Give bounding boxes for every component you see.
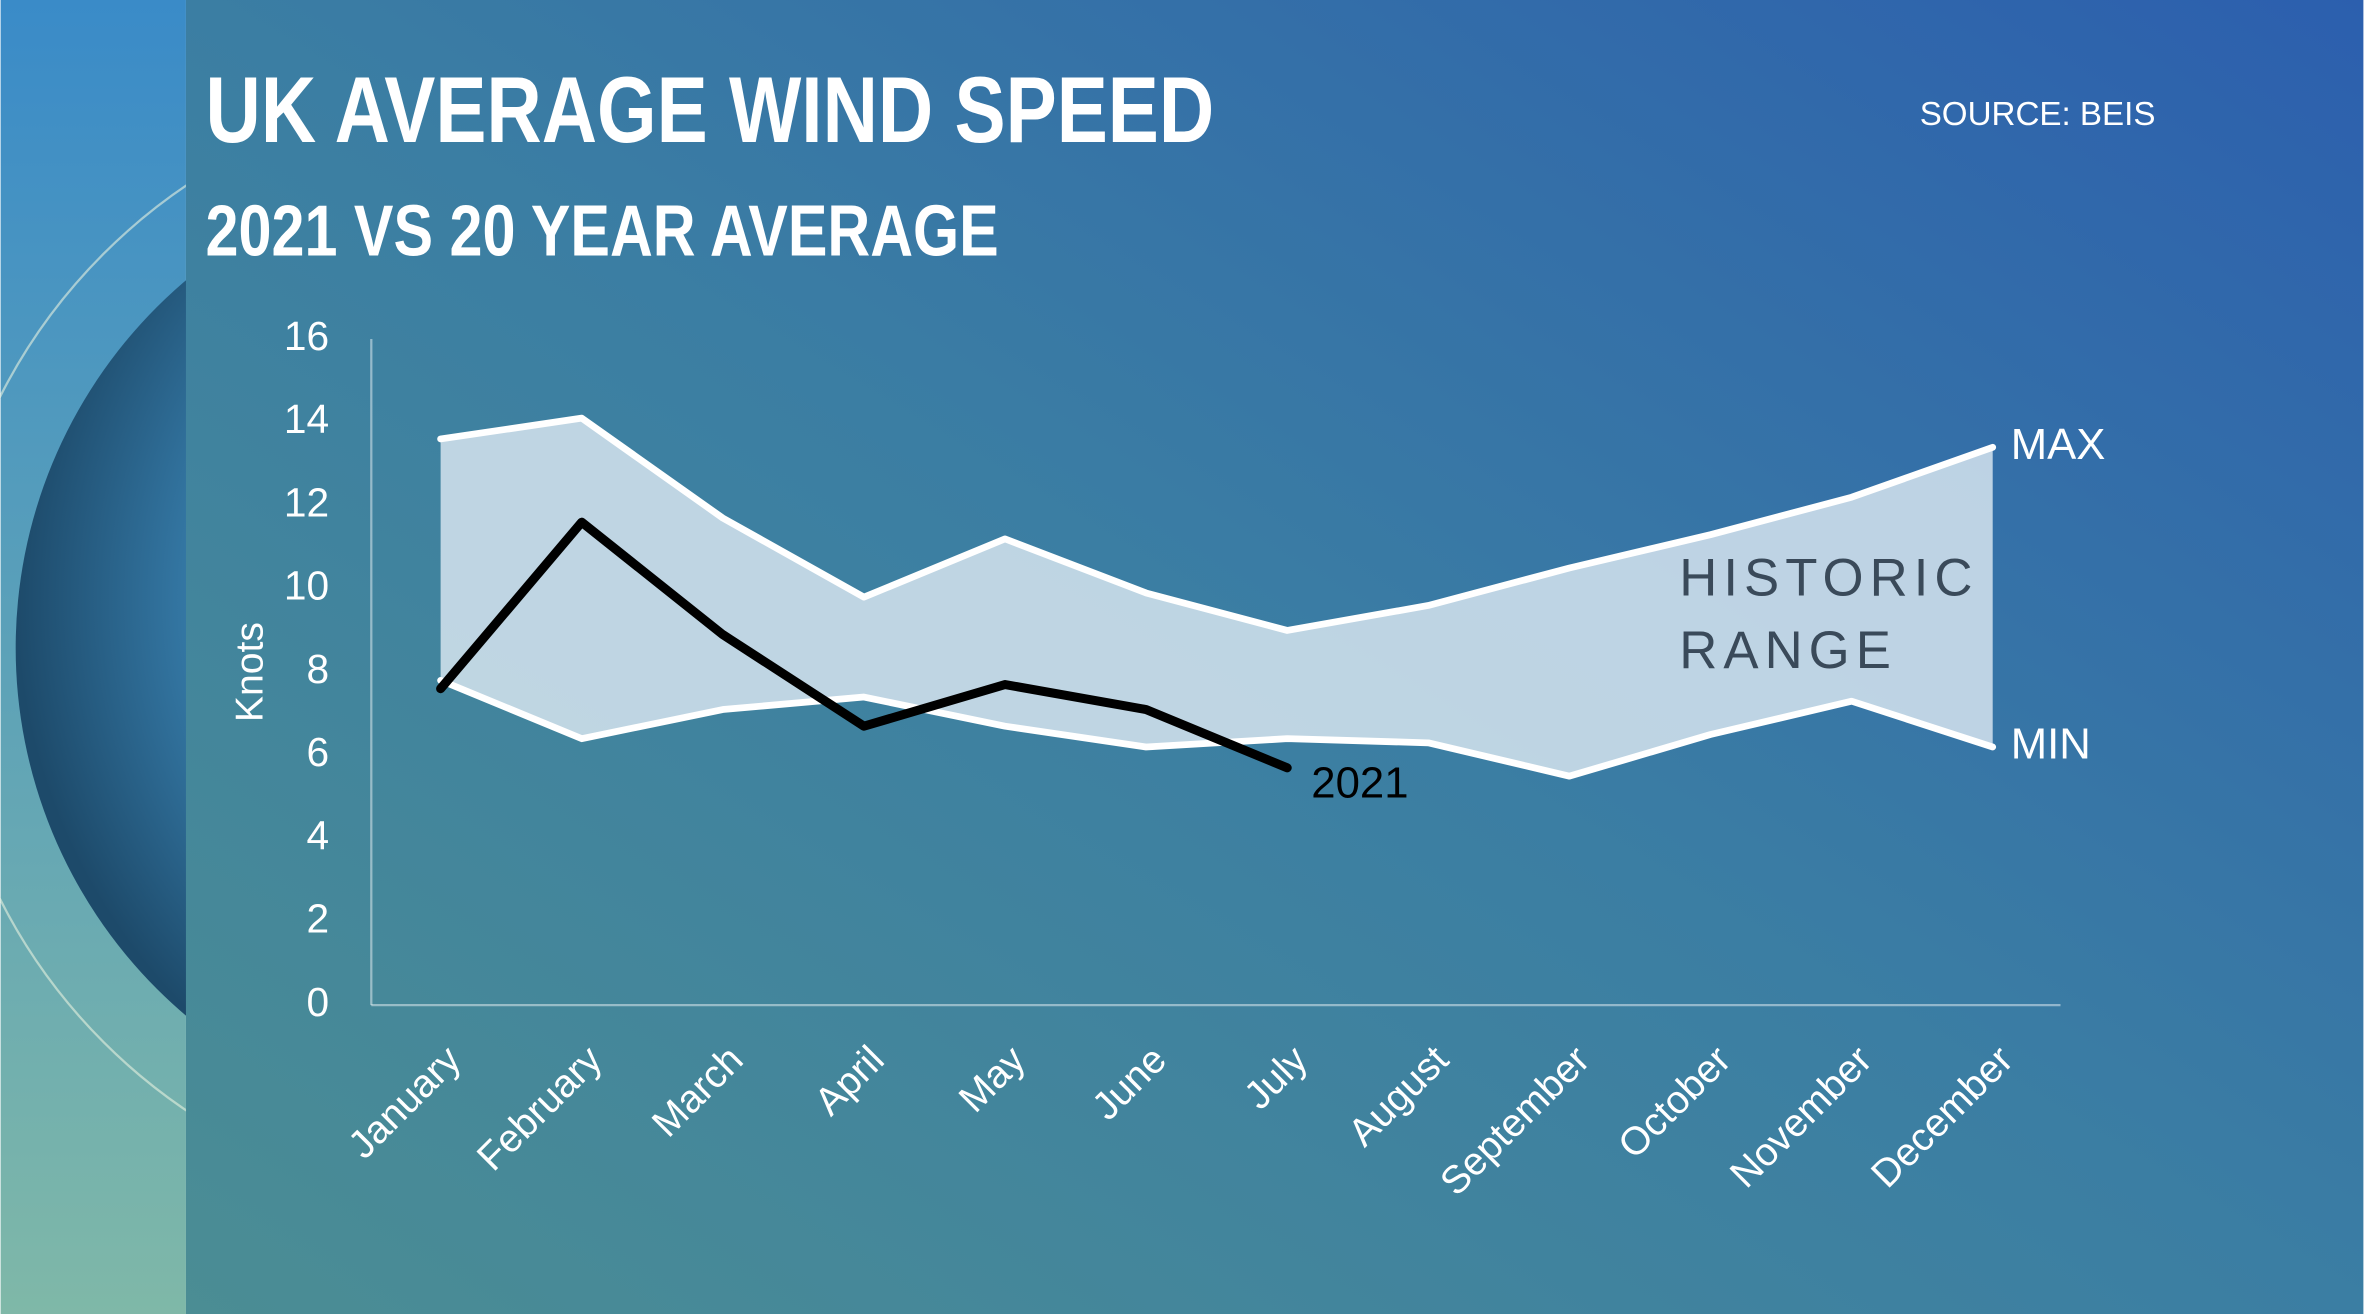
y-tick-label: 0 bbox=[306, 979, 329, 1025]
y-tick-label: 16 bbox=[284, 313, 329, 359]
y-axis-label: Knots bbox=[229, 622, 272, 722]
series-label: MIN bbox=[2011, 720, 2091, 769]
y-tick-label: 4 bbox=[306, 812, 329, 858]
y-tick-label: 14 bbox=[284, 396, 329, 442]
y-tick-label: 12 bbox=[284, 479, 329, 525]
range-label: HISTORIC bbox=[1679, 549, 1978, 608]
series-line bbox=[436, 517, 1292, 773]
historic-range bbox=[440, 418, 1993, 777]
range-label: RANGE bbox=[1679, 621, 1897, 680]
series-label: MAX bbox=[2011, 420, 2106, 469]
series-label: 2021 bbox=[1311, 758, 1408, 807]
chart-subtitle: 2021 VS 20 YEAR AVERAGE bbox=[206, 191, 999, 272]
series-line bbox=[437, 414, 1997, 634]
y-tick-label: 6 bbox=[306, 729, 329, 775]
chart-title: UK AVERAGE WIND SPEED bbox=[206, 59, 1215, 163]
y-tick-label: 2 bbox=[306, 896, 329, 942]
y-tick-label: 10 bbox=[284, 563, 329, 609]
y-tick-label: 8 bbox=[306, 646, 329, 692]
source: SOURCE: BEIS bbox=[1920, 96, 2156, 133]
